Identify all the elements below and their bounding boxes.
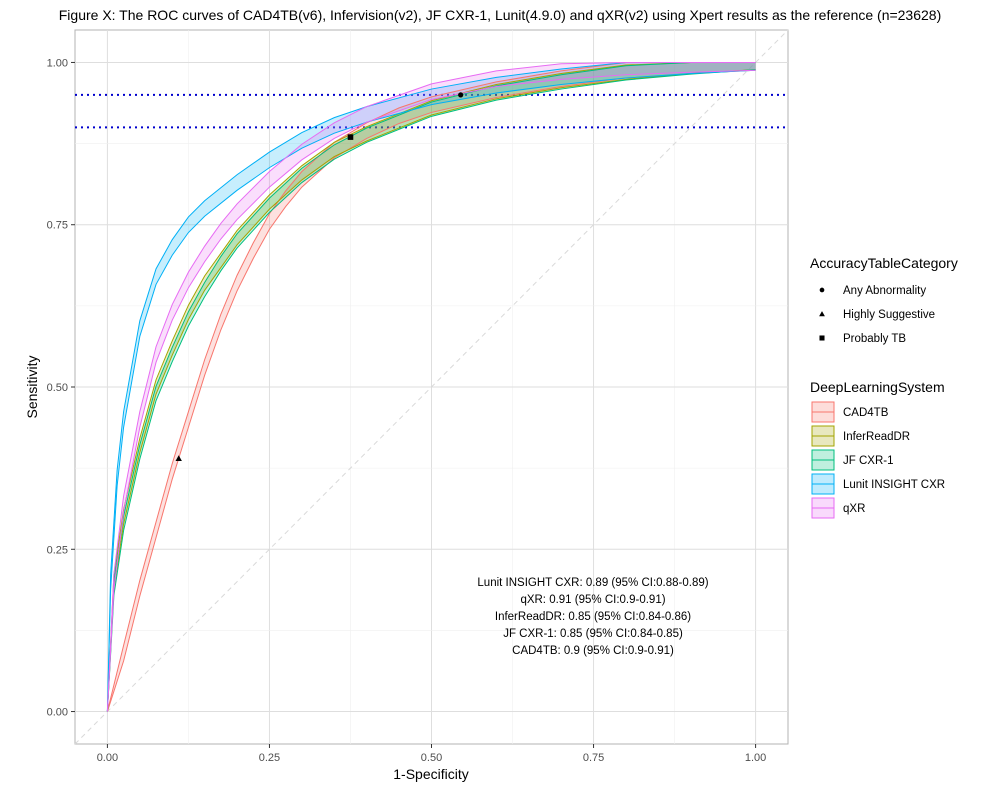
y-axis-title: Sensitivity	[24, 355, 40, 418]
legend-label-lunit-insight-cxr: Lunit INSIGHT CXR	[843, 479, 945, 491]
auc-annotation-4: CAD4TB: 0.9 (95% CI:0.9-0.91)	[512, 645, 674, 657]
chart-title: Figure X: The ROC curves of CAD4TB(v6), …	[59, 7, 942, 23]
reference-lines	[74, 29, 789, 745]
legend-label-inferreaddr: InferReadDR	[843, 431, 910, 443]
auc-annotation-2: InferReadDR: 0.85 (95% CI:0.84-0.86)	[495, 611, 691, 623]
legend-label-any-abnormality: Any Abnormality	[843, 285, 926, 297]
y-tick-label-3: 0.75	[47, 220, 68, 232]
curve-lower-cad4tb	[106, 69, 756, 712]
auc-annotation-0: Lunit INSIGHT CXR: 0.89 (95% CI:0.88-0.8…	[477, 577, 708, 589]
y-tick-label-1: 0.25	[47, 544, 68, 556]
x-axis-title: 1-Specificity	[393, 766, 468, 782]
point-any-abnormality	[458, 92, 464, 98]
legend-label-highly-suggestive: Highly Suggestive	[843, 309, 935, 321]
legend-deep-learning-system: DeepLearningSystem CAD4TB InferReadDR JF CX…	[810, 379, 945, 519]
point-highly-suggestive	[175, 455, 182, 461]
x-tick-label-0: 0.00	[97, 752, 118, 764]
legend-title-deep-learning-system: DeepLearningSystem	[810, 379, 945, 395]
legend-key-highly-suggestive	[819, 311, 825, 317]
legend-key-probably-tb	[819, 335, 825, 341]
legend-label-jf-cxr-1: JF CXR-1	[843, 455, 893, 467]
auc-annotations: Lunit INSIGHT CXR: 0.89 (95% CI:0.88-0.8…	[477, 577, 708, 657]
grid-lines	[75, 30, 788, 744]
legend-label-qxr: qXR	[843, 503, 865, 515]
legend-label-cad4tb: CAD4TB	[843, 407, 889, 419]
band-cad4tb	[107, 62, 756, 712]
threshold-points	[175, 92, 464, 461]
roc-curves	[106, 61, 756, 712]
y-tick-label-2: 0.50	[47, 382, 68, 394]
x-tick-label-4: 1.00	[745, 752, 766, 764]
diagonal-reference-line	[74, 29, 789, 745]
legend-title-accuracy-category: AccuracyTableCategory	[810, 255, 958, 271]
curve-upper-inferreaddr	[106, 61, 756, 712]
x-tick-label-2: 0.50	[421, 752, 442, 764]
curve-upper-qxr	[106, 61, 756, 712]
legend-accuracy-category: AccuracyTableCategory Any Abnormality High…	[810, 255, 958, 345]
curve-upper-lunit-insight-cxr	[106, 61, 756, 712]
curve-lower-qxr	[106, 69, 756, 712]
legend-key-any-abnormality	[819, 287, 825, 293]
curve-lower-inferreaddr	[106, 69, 756, 712]
curve-lower-lunit-insight-cxr	[106, 69, 756, 712]
x-axis-ticks: 0.00 0.25 0.50 0.75 1.00	[97, 744, 766, 764]
curve-upper-jf-cxr-1	[106, 61, 756, 712]
y-axis-ticks: 0.00 0.25 0.50 0.75 1.00	[47, 57, 75, 719]
auc-annotation-1: qXR: 0.91 (95% CI:0.9-0.91)	[520, 594, 665, 606]
y-tick-label-0: 0.00	[47, 707, 68, 719]
legend-label-probably-tb: Probably TB	[843, 333, 906, 345]
auc-annotation-3: JF CXR-1: 0.85 (95% CI:0.84-0.85)	[503, 628, 683, 640]
curve-lower-jf-cxr-1	[106, 69, 756, 712]
point-probably-tb	[347, 134, 354, 140]
y-tick-label-4: 1.00	[47, 57, 68, 69]
x-tick-label-3: 0.75	[583, 752, 604, 764]
x-tick-label-1: 0.25	[259, 752, 280, 764]
confidence-bands	[107, 62, 756, 712]
